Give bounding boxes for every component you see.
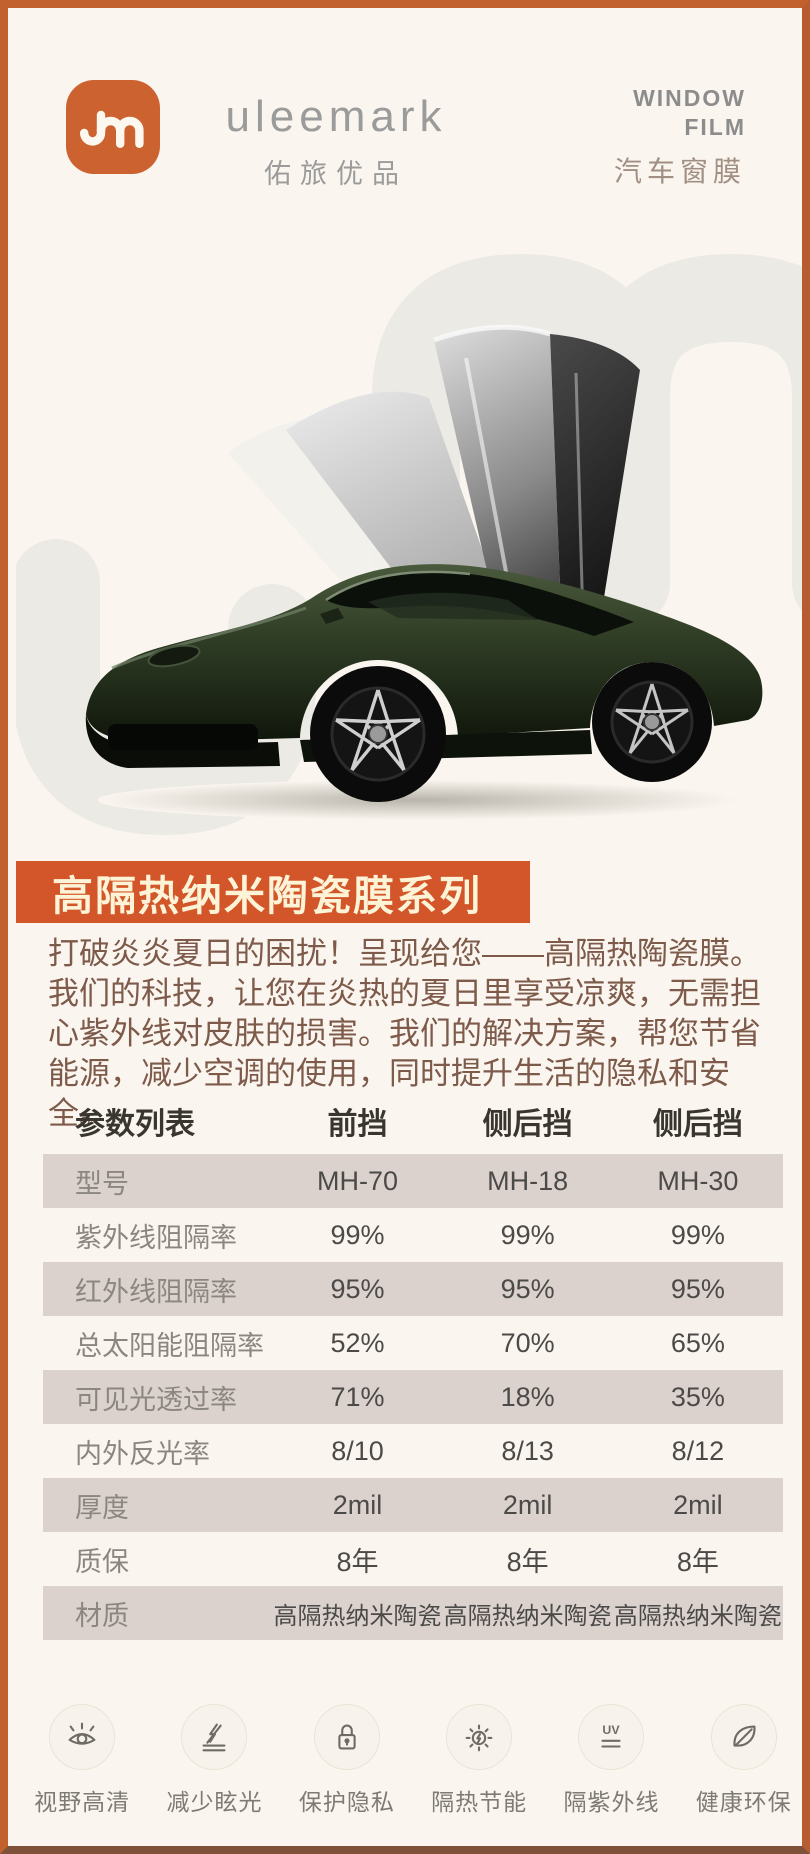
- table-row-total-solar: 总太阳能阻隔率 52% 70% 65%: [43, 1316, 783, 1370]
- row-label: 型号: [75, 1168, 129, 1199]
- row-label: 总太阳能阻隔率: [75, 1330, 264, 1361]
- series-title: 高隔热纳米陶瓷膜系列: [52, 873, 482, 919]
- uv-icon: UV: [601, 1723, 622, 1748]
- table-row-vlt: 可见光透过率 71% 18% 35%: [43, 1370, 783, 1424]
- svg-text:UV: UV: [603, 1723, 621, 1737]
- feature-eco-friendly: 健康环保: [681, 1704, 802, 1817]
- cell: 8/13: [501, 1435, 554, 1466]
- glare-icon: [202, 1723, 226, 1752]
- feature-clear-vision: 视野高清: [19, 1704, 145, 1817]
- cell: 高隔热纳米陶瓷: [443, 1602, 612, 1630]
- cell: 71%: [330, 1381, 385, 1412]
- table-row-warranty: 质保 8年 8年 8年: [43, 1532, 783, 1586]
- cell: MH-70: [316, 1165, 398, 1196]
- row-label: 紫外线阻隔率: [75, 1222, 237, 1253]
- brand-logo: [66, 80, 160, 174]
- table-row-ir-rejection: 红外线阻隔率 95% 95% 95%: [43, 1262, 783, 1316]
- col-header-side-rear-2: 侧后挡: [652, 1108, 743, 1141]
- car-illustration: [85, 564, 763, 820]
- cell: 8/12: [671, 1435, 725, 1466]
- row-label: 内外反光率: [75, 1438, 210, 1469]
- col-header-side-rear-1: 侧后挡: [482, 1108, 573, 1141]
- cell: 高隔热纳米陶瓷: [613, 1602, 782, 1630]
- cell: 2mil: [332, 1489, 383, 1520]
- brand-name: uleemark: [225, 92, 447, 141]
- col-header-params: 参数列表: [75, 1108, 195, 1141]
- description-line2: 我们的科技，让您在炎热的夏日里享受凉爽，无需担心紫外线对皮肤的损害。我们的解决方…: [48, 976, 761, 1131]
- cell: 95%: [500, 1273, 555, 1304]
- cell: 99%: [330, 1219, 385, 1250]
- feature-label: 保护隐私: [298, 1789, 395, 1815]
- brand-name-chinese: 佑旅优品: [264, 159, 408, 189]
- table-row-material: 材质 高隔热纳米陶瓷 高隔热纳米陶瓷 高隔热纳米陶瓷: [43, 1586, 783, 1640]
- cell: 99%: [500, 1219, 555, 1250]
- feature-heat-insulation: 隔热节能: [416, 1704, 542, 1817]
- cell: 52%: [330, 1327, 385, 1358]
- hero-illustration: [16, 183, 802, 858]
- front-wheel: [310, 666, 446, 802]
- sun-icon: [465, 1724, 493, 1752]
- brand-block: uleemark 佑旅优品: [186, 92, 486, 191]
- leaf-icon: [733, 1725, 756, 1747]
- feature-label: 健康环保: [695, 1789, 792, 1815]
- product-category-en-line1: WINDOW: [633, 85, 746, 111]
- product-category-en-line2: FILM: [684, 114, 746, 140]
- table-header-row: 参数列表 前挡 侧后挡 侧后挡: [43, 1088, 783, 1154]
- cell: 2mil: [673, 1489, 723, 1520]
- cell: 95%: [670, 1273, 725, 1304]
- cell: 8年: [506, 1546, 549, 1577]
- row-label: 红外线阻隔率: [75, 1276, 237, 1307]
- lock-icon: [338, 1724, 356, 1750]
- series-title-banner: 高隔热纳米陶瓷膜系列: [16, 861, 530, 923]
- cell: 18%: [500, 1381, 555, 1412]
- cell: 8年: [676, 1546, 719, 1577]
- cell: 8年: [336, 1546, 379, 1577]
- table-row-model: 型号 MH-70 MH-18 MH-30: [43, 1154, 783, 1208]
- row-label: 厚度: [75, 1492, 129, 1523]
- jm-monogram-icon: [80, 110, 144, 148]
- cell: 99%: [670, 1219, 725, 1250]
- eye-icon: [68, 1722, 96, 1745]
- table-row-reflectance: 内外反光率 8/10 8/13 8/12: [43, 1424, 783, 1478]
- feature-label: 隔热节能: [431, 1789, 528, 1815]
- cell: 70%: [500, 1327, 555, 1358]
- row-label: 质保: [75, 1546, 129, 1577]
- product-description: 打破炎炎夏日的困扰！呈现给您——高隔热陶瓷膜。 我们的科技，让您在炎热的夏日里享…: [48, 934, 786, 1134]
- cell: 高隔热纳米陶瓷: [273, 1602, 442, 1630]
- feature-label: 隔紫外线: [563, 1789, 660, 1815]
- feature-row: 视野高清 减少眩光 保护隐私: [16, 1704, 802, 1817]
- description-line1: 打破炎炎夏日的困扰！呈现给您——高隔热陶瓷膜。: [48, 936, 761, 971]
- cell: 2mil: [502, 1489, 553, 1520]
- product-category-block: WINDOW FILM 汽车窗膜: [614, 84, 746, 190]
- feature-uv-blocking: UV 隔紫外线: [548, 1704, 674, 1817]
- feature-glare-reduction: 减少眩光: [151, 1704, 277, 1817]
- table-row-thickness: 厚度 2mil 2mil 2mil: [43, 1478, 783, 1532]
- feature-privacy: 保护隐私: [284, 1704, 410, 1817]
- cell: 35%: [670, 1381, 725, 1412]
- product-category-cn: 汽车窗膜: [613, 156, 746, 187]
- table-row-uv-rejection: 紫外线阻隔率 99% 99% 99%: [43, 1208, 783, 1262]
- row-label: 可见光透过率: [75, 1384, 237, 1415]
- feature-label: 视野高清: [34, 1789, 131, 1815]
- cell: 65%: [670, 1327, 725, 1358]
- feature-label: 减少眩光: [166, 1789, 263, 1815]
- cell: 8/10: [331, 1435, 384, 1466]
- spec-table: 参数列表 前挡 侧后挡 侧后挡 型号 MH-70 MH-18 MH-30 紫外线…: [43, 1088, 783, 1640]
- rear-wheel: [592, 662, 712, 782]
- row-label: 材质: [75, 1600, 129, 1631]
- cell: 95%: [330, 1273, 385, 1304]
- cell: MH-30: [657, 1165, 739, 1196]
- col-header-front: 前挡: [327, 1108, 388, 1141]
- cell: MH-18: [487, 1165, 569, 1196]
